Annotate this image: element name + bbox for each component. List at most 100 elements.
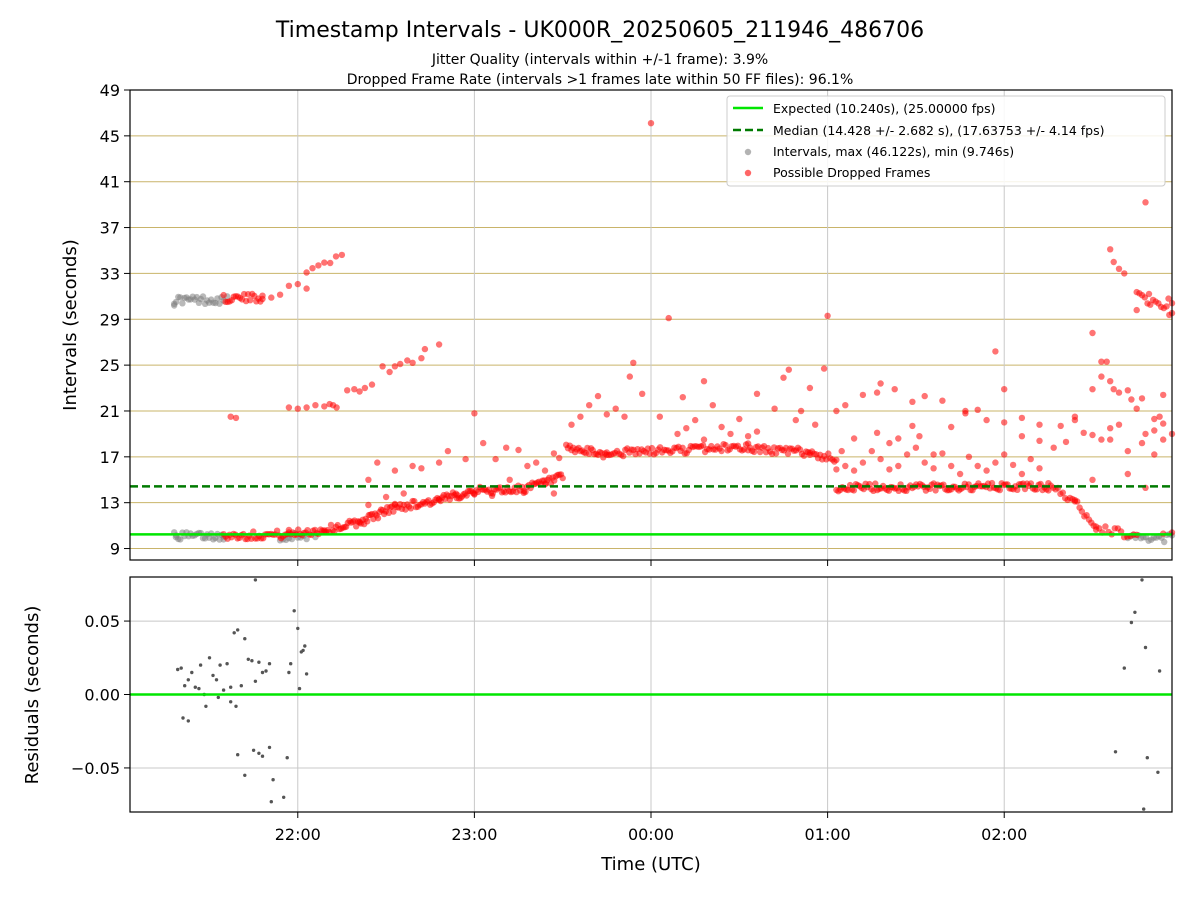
dropped-point-541 xyxy=(321,403,328,410)
dropped-point-704 xyxy=(1115,389,1123,396)
dropped-point-669 xyxy=(1001,386,1008,393)
dropped-point-624 xyxy=(859,459,867,466)
residual-point-7 xyxy=(198,663,203,667)
dropped-point-631 xyxy=(921,459,928,466)
dropped-point-615 xyxy=(630,359,637,366)
residual-point-31 xyxy=(303,644,307,648)
dropped-point-637 xyxy=(974,462,981,470)
dropped-point-670 xyxy=(1098,373,1105,380)
dropped-point-548 xyxy=(361,384,369,392)
dropped-point-578 xyxy=(382,493,390,501)
dropped-point-573 xyxy=(533,459,540,466)
dropped-point-647 xyxy=(895,435,902,442)
dropped-point-25 xyxy=(303,285,310,292)
dropped-point-679 xyxy=(939,397,946,404)
dropped-point-649 xyxy=(916,433,923,440)
residual-point-18 xyxy=(239,684,243,688)
dropped-point-31 xyxy=(332,253,340,260)
dropped-point-544 xyxy=(333,404,340,411)
dropped-point-582 xyxy=(506,476,513,483)
dropped-point-558 xyxy=(435,341,443,348)
dropped-point-32 xyxy=(338,251,346,259)
residual-point-0 xyxy=(176,667,180,672)
residual-point-48 xyxy=(285,756,289,760)
residual-point-10 xyxy=(211,673,215,678)
dropped-point-594 xyxy=(626,373,633,380)
dropped-point-596 xyxy=(656,413,663,420)
dropped-point-708 xyxy=(1138,395,1146,402)
dropped-point-593 xyxy=(621,413,628,420)
dropped-point-716 xyxy=(1124,470,1132,478)
dropped-point-714 xyxy=(1165,295,1172,302)
interval-ytick-label-7: 37 xyxy=(100,219,120,238)
dropped-point-539 xyxy=(303,404,310,411)
dropped-point-703 xyxy=(1110,386,1117,393)
dropped-point-579 xyxy=(400,490,407,497)
dropped-point-701 xyxy=(1115,265,1123,272)
dropped-point-609 xyxy=(806,384,814,392)
x-axis-label: Time (UTC) xyxy=(600,854,701,875)
residual-point-45 xyxy=(260,754,265,758)
dropped-point-651 xyxy=(948,423,955,431)
dropped-point-22 xyxy=(276,291,284,298)
dropped-point-540 xyxy=(312,402,319,409)
residual-point-36 xyxy=(181,716,185,720)
dropped-point-142 xyxy=(407,505,414,512)
dropped-point-484 xyxy=(1045,487,1052,494)
interval-point-4 xyxy=(179,300,186,307)
chart-subtitle-jitter: Jitter Quality (intervals within +/-1 fr… xyxy=(431,52,768,68)
dropped-point-710 xyxy=(1145,290,1153,298)
dropped-point-600 xyxy=(709,402,716,409)
dropped-point-21 xyxy=(268,294,275,301)
dropped-point-332 xyxy=(750,448,758,456)
interval-point-14 xyxy=(199,293,207,300)
residual-y-axis-label: Residuals (seconds) xyxy=(22,606,43,785)
dropped-point-677 xyxy=(909,398,916,405)
dropped-point-549 xyxy=(368,381,376,388)
dropped-point-27 xyxy=(309,265,316,272)
interval-plot: 9 13 17 21 25 29 33 37 41 45 49 Intervals (seconds… xyxy=(60,81,1176,566)
dropped-point-698 xyxy=(1103,358,1110,365)
residual-ticks: −0.05 0.00 0.05 22:00 23:00 00:00 01:00 02:00 xyxy=(71,612,1027,844)
interval-ytick-label-0: 9 xyxy=(110,540,120,559)
dropped-point-620 xyxy=(727,430,734,438)
residual-point-19 xyxy=(243,637,247,641)
dropped-point-697 xyxy=(1098,358,1105,365)
chart-title: Timestamp Intervals - UK000R_20250605_21… xyxy=(275,18,924,43)
residual-point-1 xyxy=(179,666,183,670)
dropped-point-343 xyxy=(772,450,780,457)
dropped-point-281 xyxy=(648,444,656,452)
dropped-point-657 xyxy=(1050,444,1057,451)
dropped-point-641 xyxy=(1009,461,1017,469)
dropped-point-625 xyxy=(868,447,875,455)
dropped-point-60 xyxy=(273,527,281,534)
dropped-point-546 xyxy=(351,386,358,393)
dropped-point-684 xyxy=(1057,422,1064,430)
legend-median-label: Median (14.428 +/- 2.682 s), (17.63753 +… xyxy=(773,123,1104,138)
dropped-point-559 xyxy=(471,410,478,417)
residual-point-12 xyxy=(218,663,222,667)
dropped-point-598 xyxy=(692,416,699,424)
interval-ytick-label-2: 17 xyxy=(100,448,120,467)
residual-ytick-label-2: 0.05 xyxy=(84,612,120,631)
residual-point-40 xyxy=(229,700,233,704)
residual-point-32 xyxy=(297,686,302,691)
dropped-point-23 xyxy=(285,282,293,289)
dropped-point-611 xyxy=(820,365,828,372)
residual-point-50 xyxy=(269,800,273,804)
residual-point-26 xyxy=(267,662,272,666)
dropped-point-674 xyxy=(1160,391,1167,399)
residual-point-13 xyxy=(221,688,226,692)
residual-ytick-label-0: −0.05 xyxy=(71,759,120,778)
dropped-point-613 xyxy=(833,407,840,415)
dropped-point-680 xyxy=(962,410,969,417)
dropped-point-560 xyxy=(374,459,381,466)
residual-point-28 xyxy=(296,626,300,631)
dropped-point-28 xyxy=(315,262,322,269)
x-tick-label-1: 23:00 xyxy=(451,825,497,844)
dropped-point-580 xyxy=(453,494,460,502)
residual-point-23 xyxy=(257,660,261,664)
dropped-point-13 xyxy=(247,297,254,304)
dropped-point-601 xyxy=(718,423,725,431)
dropped-point-712 xyxy=(1156,413,1163,420)
